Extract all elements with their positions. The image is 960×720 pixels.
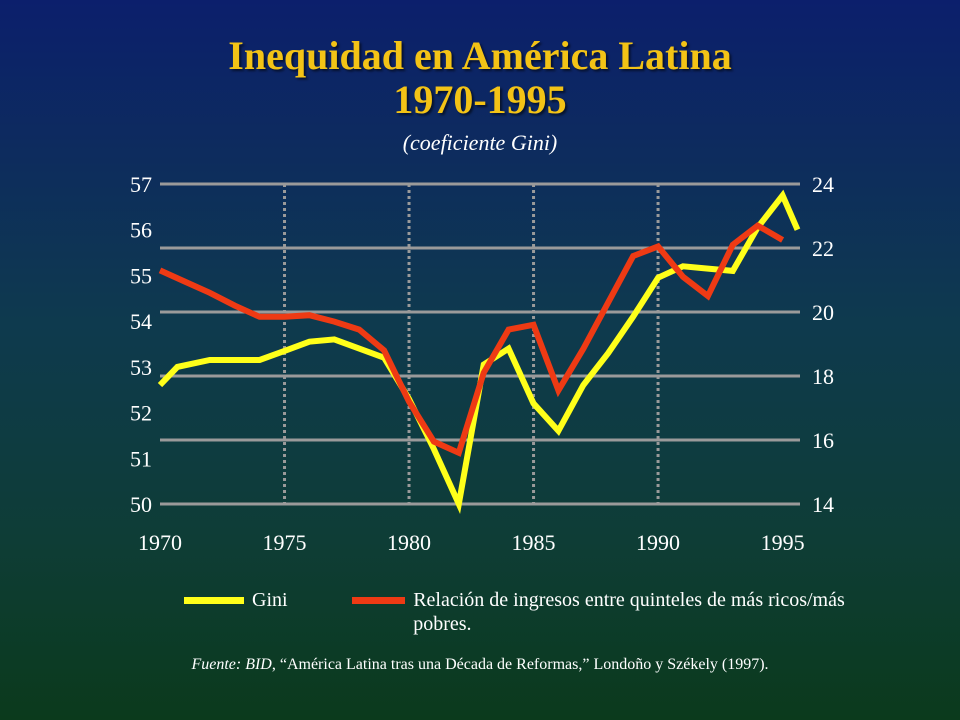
right-axis-tick-label: 22 — [812, 236, 834, 261]
right-axis-ticks: 24 22 20 18 16 14 — [812, 172, 834, 517]
x-axis-tick-label: 1990 — [636, 530, 680, 555]
left-axis-tick-label: 51 — [130, 446, 152, 471]
left-axis-tick-label: 54 — [130, 309, 152, 334]
chart-title-line-1: Inequidad en América Latina — [228, 33, 732, 78]
series-lines — [157, 189, 801, 515]
chart-subtitle: (coeficiente Gini) — [402, 130, 558, 155]
chart-title-line-2: 1970-1995 — [393, 77, 567, 122]
series-line-gini — [157, 189, 801, 515]
source-prefix: Fuente: BID — [191, 656, 272, 673]
right-axis-tick-label: 24 — [812, 172, 834, 197]
x-axis-tick-label: 1970 — [138, 530, 182, 555]
right-axis-tick-label: 18 — [812, 364, 834, 389]
left-axis-tick-label: 57 — [130, 172, 152, 197]
legend-item-income-ratio: Relación de ingresos entre quinteles de … — [352, 588, 852, 636]
x-axis-tick-label: 1975 — [263, 530, 307, 555]
legend-item-gini: Gini — [184, 588, 288, 612]
left-axis-tick-label: 55 — [130, 263, 152, 288]
grid-lines — [160, 182, 800, 506]
x-axis-ticks: 1970 1975 1980 1985 1990 1995 — [138, 530, 805, 555]
left-axis-tick-label: 56 — [130, 218, 152, 243]
left-axis-tick-label: 50 — [130, 492, 152, 517]
x-axis-tick-label: 1985 — [512, 530, 556, 555]
left-axis-ticks: 57 56 55 54 53 52 51 50 — [130, 172, 152, 517]
source-note: Fuente: BID, “América Latina tras una Dé… — [0, 656, 960, 674]
source-text: , “América Latina tras una Década de Ref… — [271, 656, 769, 673]
x-axis-tick-label: 1980 — [387, 530, 431, 555]
series-line-income-ratio — [158, 221, 785, 457]
legend-swatch-gini — [184, 597, 244, 604]
left-axis-tick-label: 52 — [130, 401, 152, 426]
right-axis-tick-label: 20 — [812, 300, 834, 325]
legend-swatch-income-ratio — [352, 597, 406, 604]
right-axis-tick-label: 16 — [812, 428, 834, 453]
legend-label-gini: Gini — [252, 589, 288, 611]
x-axis-tick-label: 1995 — [761, 530, 805, 555]
legend-label-income-ratio: Relación de ingresos entre quinteles de … — [413, 589, 845, 635]
right-axis-tick-label: 14 — [812, 492, 834, 517]
left-axis-tick-label: 53 — [130, 355, 152, 380]
